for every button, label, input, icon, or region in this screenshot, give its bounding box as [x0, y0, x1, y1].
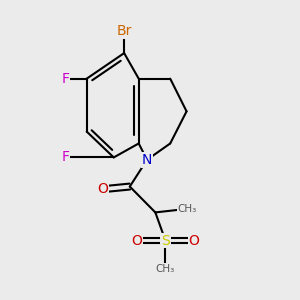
Text: CH₃: CH₃: [156, 264, 175, 274]
Text: S: S: [161, 234, 170, 248]
Text: CH₃: CH₃: [178, 204, 197, 214]
Text: O: O: [97, 182, 108, 196]
Text: F: F: [61, 72, 69, 86]
Text: F: F: [61, 150, 69, 164]
Text: O: O: [131, 234, 142, 248]
Text: N: N: [142, 153, 152, 167]
Text: Br: Br: [116, 24, 132, 38]
Text: O: O: [189, 234, 200, 248]
